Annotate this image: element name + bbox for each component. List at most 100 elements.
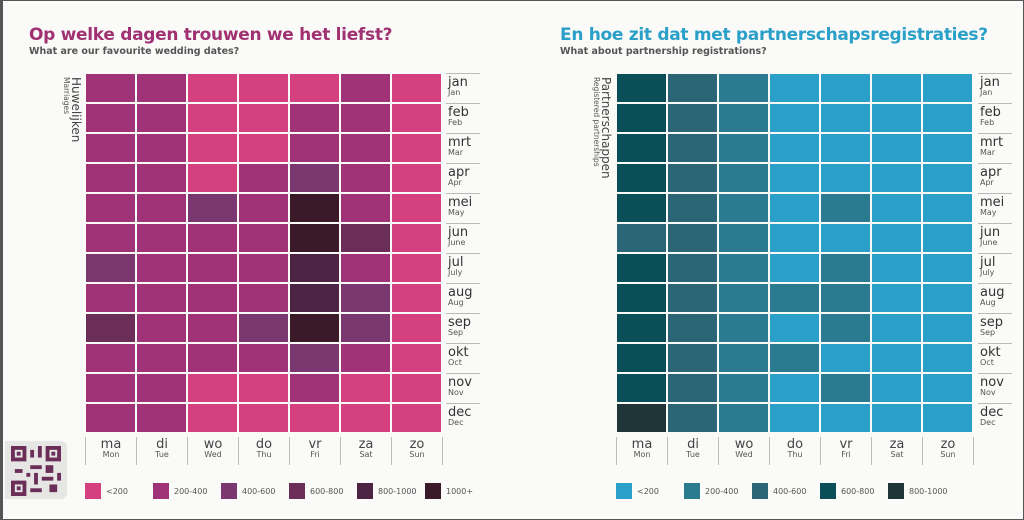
heatmap-cell-dec-tue [136, 403, 187, 433]
heatmap-cell-june-sun [391, 223, 442, 253]
month-label: mei May [446, 193, 480, 223]
heatmap-cell-june-fri [820, 223, 871, 253]
heatmap-cell-july-sun [391, 253, 442, 283]
heatmap-cell-nov-fri [820, 373, 871, 403]
month-label: aug Aug [978, 283, 1012, 313]
heatmap-cell-oct-wed [718, 343, 769, 373]
heatmap-cell-nov-thu [238, 373, 289, 403]
heatmap-cell-dec-sun [922, 403, 973, 433]
month-labels: jan Jan feb Feb mrt Mar apr Apr mei May jun June jul… [446, 73, 480, 433]
heatmap-cell-nov-mon [616, 373, 667, 403]
month-label: jan Jan [978, 73, 1012, 103]
qr-code[interactable] [5, 441, 67, 499]
heatmap-cell-nov-sat [871, 373, 922, 403]
heatmap-cell-june-thu [238, 223, 289, 253]
heatmap-cell-aug-sat [340, 283, 391, 313]
heatmap-cell-july-thu [238, 253, 289, 283]
heatmap-cell-mar-mon [85, 133, 136, 163]
legend-label: 600-800 [841, 486, 875, 496]
heatmap-cell-may-wed [187, 193, 238, 223]
month-label: okt Oct [978, 343, 1012, 373]
chart-subtitle: What about partnership registrations? [560, 46, 767, 57]
legend-swatch [85, 483, 101, 499]
heatmap-cell-nov-thu [769, 373, 820, 403]
heatmap-cell-july-thu [769, 253, 820, 283]
heatmap-cell-aug-fri [820, 283, 871, 313]
heatmap-cell-nov-mon [85, 373, 136, 403]
heatmap-cell-aug-mon [85, 283, 136, 313]
legend-swatch [684, 483, 700, 499]
legend-swatch [888, 483, 904, 499]
heatmap-cell-june-sat [340, 223, 391, 253]
heatmap-cell-sep-sun [391, 313, 442, 343]
heatmap-cell-july-fri [289, 253, 340, 283]
qr-code-icon [11, 446, 61, 496]
heatmap-cell-jan-sat [871, 73, 922, 103]
heatmap-cell-sep-wed [187, 313, 238, 343]
heatmap-cell-apr-tue [136, 163, 187, 193]
heatmap-cell-july-tue [667, 253, 718, 283]
heatmap-cell-jan-sat [340, 73, 391, 103]
heatmap-cell-feb-sat [871, 103, 922, 133]
heatmap-cell-july-tue [136, 253, 187, 283]
month-labels: jan Jan feb Feb mrt Mar apr Apr mei May jun June jul… [978, 73, 1012, 433]
day-label: zo Sun [922, 437, 973, 465]
heatmap-cell-mar-tue [136, 133, 187, 163]
month-label: jun June [446, 223, 480, 253]
heatmap-cell-mar-fri [289, 133, 340, 163]
legend-item: 600-800 [289, 483, 357, 499]
heatmap-cell-june-tue [667, 223, 718, 253]
heatmap-cell-mar-wed [718, 133, 769, 163]
heatmap-cell-may-sat [871, 193, 922, 223]
month-label: jun June [978, 223, 1012, 253]
heatmap-cell-jan-sun [922, 73, 973, 103]
heatmap-cell-jan-thu [769, 73, 820, 103]
heatmap-cell-apr-fri [820, 163, 871, 193]
heatmap-cell-apr-wed [187, 163, 238, 193]
legend-item: 1000+ [425, 483, 493, 499]
heatmap-cell-july-fri [820, 253, 871, 283]
heatmap-cell-july-wed [187, 253, 238, 283]
heatmap-cell-oct-fri [289, 343, 340, 373]
heatmap-cell-aug-thu [238, 283, 289, 313]
heatmap-cell-mar-wed [187, 133, 238, 163]
chart-title: En hoe zit dat met partnerschapsregistra… [560, 25, 988, 45]
heatmap-cell-may-sun [922, 193, 973, 223]
heatmap-cell-oct-sun [922, 343, 973, 373]
heatmap-cell-dec-sun [391, 403, 442, 433]
heatmap-cell-oct-wed [187, 343, 238, 373]
heatmap-cell-sep-tue [136, 313, 187, 343]
heatmap-cell-oct-mon [85, 343, 136, 373]
heatmap-cell-dec-wed [718, 403, 769, 433]
y-axis-label: Huwelijken Marriages [62, 77, 83, 143]
legend-label: <200 [106, 486, 128, 496]
heatmap-cell-dec-sat [340, 403, 391, 433]
day-labels: ma Mon di Tue wo Wed do Thu vr Fri za Sat zo Sun [85, 437, 443, 465]
legend-label: <200 [637, 486, 659, 496]
heatmap-cell-jan-mon [85, 73, 136, 103]
heatmap-cell-oct-sat [871, 343, 922, 373]
heatmap-cell-oct-thu [769, 343, 820, 373]
heatmap-cell-aug-sat [871, 283, 922, 313]
month-label: jul July [446, 253, 480, 283]
legend-item: 800-1000 [888, 483, 956, 499]
heatmap-cell-feb-mon [85, 103, 136, 133]
month-label: mei May [978, 193, 1012, 223]
day-labels: ma Mon di Tue wo Wed do Thu vr Fri za Sat zo Sun [616, 437, 974, 465]
heatmap-cell-feb-fri [820, 103, 871, 133]
day-label: zo Sun [391, 437, 442, 465]
heatmap-cell-june-sat [871, 223, 922, 253]
day-label: di Tue [136, 437, 187, 465]
heatmap-cell-mar-sun [922, 133, 973, 163]
heatmap-cell-nov-wed [187, 373, 238, 403]
heatmap-cell-apr-fri [289, 163, 340, 193]
heatmap-cell-july-mon [616, 253, 667, 283]
chart-title: Op welke dagen trouwen we het liefst? [29, 25, 393, 45]
heatmap-cell-feb-fri [289, 103, 340, 133]
heatmap-cell-feb-thu [238, 103, 289, 133]
legend-label: 1000+ [446, 486, 474, 496]
heatmap-cell-nov-sun [922, 373, 973, 403]
day-label: vr Fri [289, 437, 340, 465]
chart-subtitle: What are our favourite wedding dates? [29, 46, 240, 57]
heatmap-cell-dec-sat [871, 403, 922, 433]
